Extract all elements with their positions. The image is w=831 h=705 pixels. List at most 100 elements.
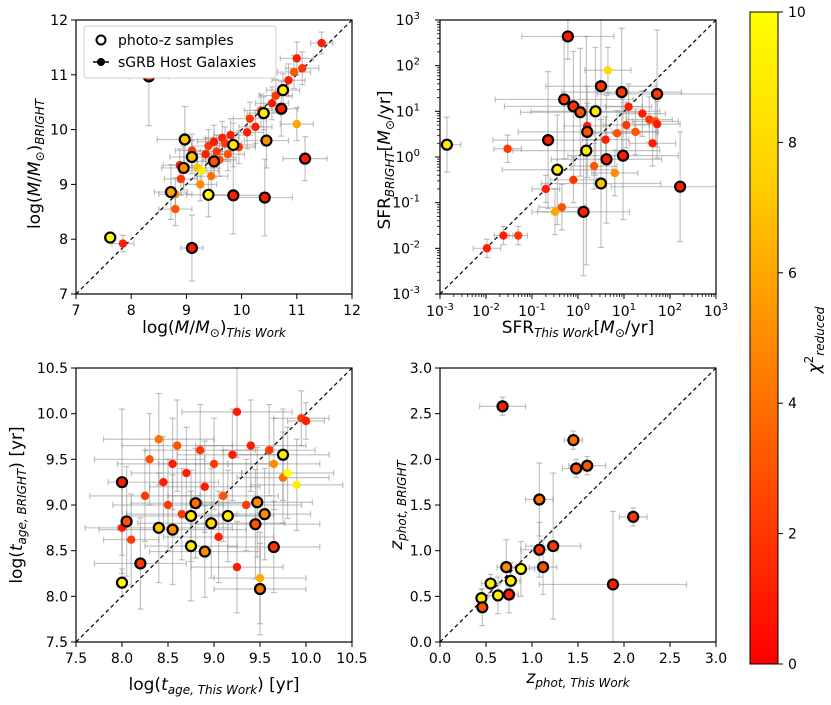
mass-ticks: 7 8 9 10 11 12 7 8 9 10 11 12 <box>50 13 361 319</box>
z-photoz-point <box>533 543 546 556</box>
sfr-host-point <box>610 168 619 178</box>
age-host-point <box>159 477 168 487</box>
sfr-host-point <box>648 139 657 148</box>
age-x-tick-label: 7.5 <box>65 651 87 667</box>
age-photoz-point <box>198 545 211 558</box>
mass-y-tick-label: 12 <box>50 13 68 29</box>
mass-data-layer <box>75 19 353 295</box>
z-photoz-point <box>504 574 517 587</box>
age-host-point <box>232 407 242 417</box>
mass-host-point <box>292 119 301 129</box>
svg-text:log(M/M⊙)This Work: log(M/M⊙)This Work <box>142 318 287 340</box>
mass-x-tick-label: 7 <box>72 303 81 319</box>
mass-x-tick-label: 10 <box>233 303 251 319</box>
age-y-tick-label: 9.0 <box>46 498 68 514</box>
sfr-x-tick-label: 10-2 <box>472 302 500 320</box>
mass-host-point <box>267 99 277 108</box>
z-photoz-point <box>581 459 594 472</box>
svg-text:log(tage, BRIGHT) [yr]: log(tage, BRIGHT) [yr] <box>7 426 29 583</box>
z-y-tick-label: 0.5 <box>410 589 432 605</box>
sfr-host-point <box>603 66 613 75</box>
mass-y-tick-label: 11 <box>50 68 68 84</box>
z-y-tick-label: 2.0 <box>410 452 432 468</box>
sfr-x-tick-label: 10-1 <box>518 302 546 320</box>
mass-x-tick-label: 11 <box>288 303 306 319</box>
svg-text:log(M/M⊙)BRIGHT: log(M/M⊙)BRIGHT <box>25 97 47 229</box>
mass-photoz-point <box>177 161 190 175</box>
sfr-photoz-point <box>541 134 555 147</box>
age-host-point <box>232 562 242 572</box>
age-y-tick-label: 8.5 <box>46 544 68 560</box>
sfr-host-point <box>589 161 599 171</box>
age-photoz-point <box>267 540 280 554</box>
sfr-host-point <box>482 244 492 253</box>
age-host-point <box>168 459 177 469</box>
sfr-host-point <box>622 120 631 130</box>
sfr-y-tick-label: 103 <box>396 11 420 29</box>
sfr-host-point <box>631 127 640 137</box>
sfr-photoz-point <box>651 87 664 101</box>
mass-y-tick-label: 7 <box>59 287 68 303</box>
mass-photoz-point <box>275 102 288 115</box>
sfr-host-point <box>601 135 610 144</box>
z-points <box>475 400 640 614</box>
colorbar-label: χ2reduced <box>802 306 827 374</box>
age-host-point <box>177 509 186 519</box>
age-photoz-point <box>115 576 129 589</box>
mass-photoz-point <box>227 138 240 152</box>
sfr-photoz-point <box>616 149 630 162</box>
z-x-tick-label: 0.0 <box>429 651 451 667</box>
mass-x-tick-label: 9 <box>182 303 191 319</box>
sfr-photoz-point <box>594 177 608 190</box>
age-x-axis-label: log(tage, This Work) [yr] <box>128 675 299 697</box>
sfr-host-point <box>638 109 647 118</box>
mass-y-tick-label: 8 <box>59 232 68 248</box>
panel-redshift: zphot, BRIGHT zphot, This Work 0.0 0.5 1.0… <box>387 361 727 690</box>
colorbar-gradient <box>749 11 779 665</box>
mass-y-axis-label: log(M/M⊙)BRIGHT <box>25 97 47 229</box>
sfr-x-tick-label: 101 <box>612 302 636 320</box>
z-photoz-point <box>536 561 550 574</box>
sfr-photoz-point <box>558 93 571 106</box>
age-host-point <box>242 500 251 510</box>
panel-age: log(tage, BRIGHT) [yr] log(tage, This Wo… <box>7 361 368 697</box>
age-y-tick-label: 7.5 <box>46 635 68 651</box>
age-y-axis-label: log(tage, BRIGHT) [yr] <box>7 426 29 583</box>
panel-sfr: SFRBRIGHT[M⊙/yr] SFRThis Work[M⊙/yr] 10-… <box>375 11 728 340</box>
z-y-tick-label: 1.5 <box>410 498 432 514</box>
sfr-photoz-point <box>581 125 594 138</box>
age-x-tick-label: 10.0 <box>290 651 321 667</box>
colorbar-tick-label: 4 <box>788 396 797 412</box>
z-x-axis-label: zphot, This Work <box>525 668 630 690</box>
legend-photoz-label: photo-z samples <box>118 33 234 49</box>
z-photoz-point <box>500 561 513 574</box>
mass-host-point <box>251 122 260 132</box>
mass-photoz-point <box>185 150 199 164</box>
mass-x-tick-label: 8 <box>127 303 136 319</box>
sfr-host-point <box>499 231 508 240</box>
age-host-point <box>209 459 219 469</box>
sfr-photoz-point <box>561 30 574 43</box>
sfr-y-tick-label: 10-1 <box>392 194 420 212</box>
colorbar: χ2reduced 0 2 4 6 8 10 <box>749 5 827 673</box>
sfr-host-point <box>624 102 633 111</box>
mass-host-point <box>207 171 216 181</box>
age-host-point <box>145 455 154 464</box>
z-y-tick-label: 0.0 <box>410 635 432 651</box>
colorbar-tick-label: 6 <box>788 266 797 282</box>
z-photoz-point <box>502 588 516 601</box>
age-y-tick-label: 10.0 <box>37 407 68 423</box>
age-host-point <box>269 459 278 469</box>
mass-y-tick-label: 9 <box>59 177 68 193</box>
z-y-tick-label: 1.0 <box>410 544 432 560</box>
mass-host-point <box>289 67 299 77</box>
sfr-host-point <box>612 129 622 138</box>
z-x-tick-label: 3.0 <box>705 651 727 667</box>
age-photoz-point <box>184 539 198 553</box>
z-photoz-point <box>496 400 509 413</box>
age-photoz-point <box>253 582 267 596</box>
z-photoz-point <box>533 493 546 506</box>
age-photoz-point <box>249 518 262 531</box>
sfr-host-point <box>569 175 578 185</box>
mass-host-point <box>118 239 128 248</box>
